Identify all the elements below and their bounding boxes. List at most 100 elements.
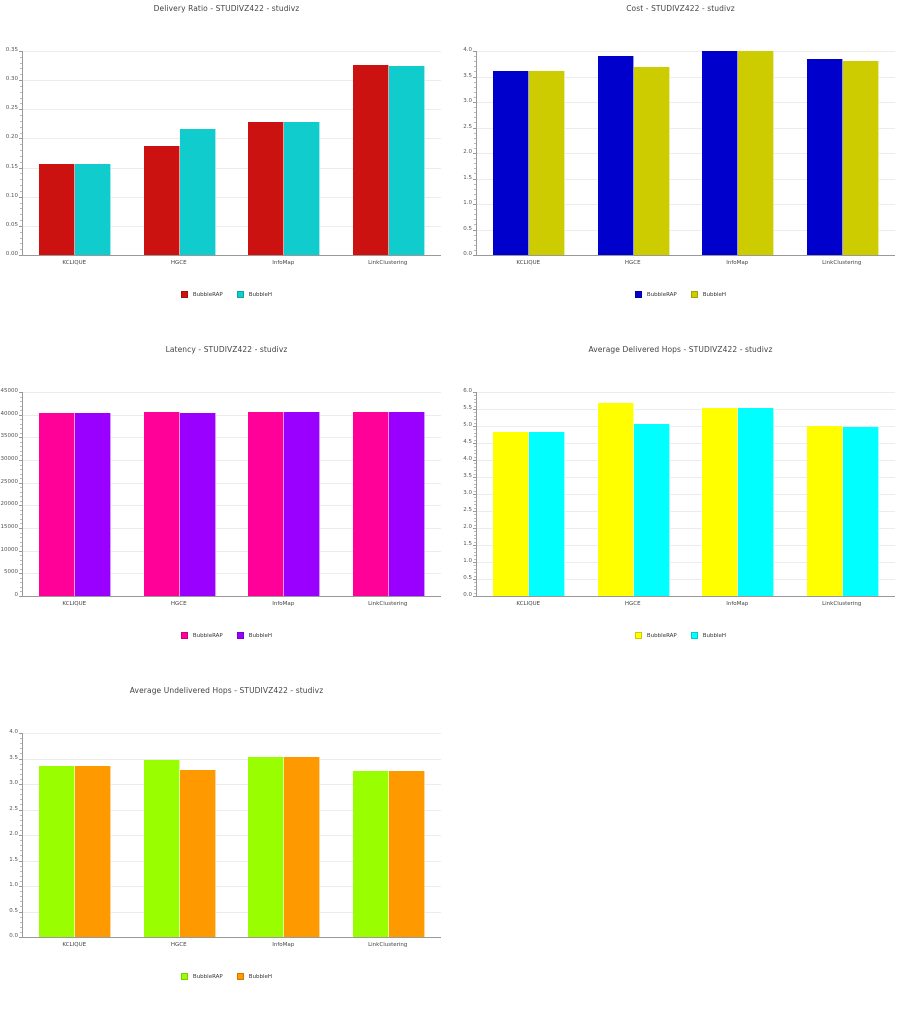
legend-label: BubbleH — [248, 632, 273, 639]
cost-chart: Cost - STUDIVZ422 - studivz 0.0 0.5 1.0 1.5 2… — [454, 0, 907, 341]
y-minor-tick — [474, 565, 476, 567]
x-tick-label: InfoMap — [272, 260, 295, 266]
y-minor-tick — [474, 470, 476, 472]
y-tick-mark — [19, 860, 22, 862]
y-tick-mark — [19, 414, 22, 416]
bar-bubblerap-linkclustering — [806, 59, 843, 255]
y-tick-mark — [19, 758, 22, 760]
y-minor-tick — [474, 466, 476, 468]
y-minor-tick — [20, 799, 22, 801]
gridline — [23, 505, 441, 507]
y-tick-label: 0.5 — [463, 225, 472, 232]
bar-bubbleh-linkclustering — [842, 427, 879, 596]
y-minor-tick — [20, 753, 22, 755]
y-minor-tick — [20, 441, 22, 443]
y-tick-label: 0.35 — [5, 47, 18, 53]
y-minor-tick — [20, 855, 22, 857]
y-tick-label: 35000 — [0, 433, 19, 440]
y-minor-tick — [474, 142, 476, 144]
y-minor-tick — [474, 456, 476, 458]
y-minor-tick — [474, 504, 476, 506]
gridline — [23, 911, 441, 913]
y-tick-mark — [19, 437, 22, 439]
legend-swatch-icon — [634, 291, 642, 298]
legend-swatch-icon — [180, 291, 188, 298]
legend: BubbleRAP BubbleH — [454, 632, 907, 641]
y-tick-label: 5.0 — [463, 422, 472, 428]
legend-swatch-icon — [236, 973, 244, 980]
y-minor-tick — [20, 202, 22, 204]
legend-swatch-icon — [236, 632, 244, 639]
y-minor-tick — [20, 778, 22, 780]
y-tick-label: 4.0 — [463, 456, 472, 462]
y-tick-mark — [19, 225, 22, 227]
latency-chart: Latency - STUDIVZ422 - studivz 0 5000 10000… — [0, 341, 453, 682]
y-minor-tick — [20, 150, 22, 152]
y-minor-tick — [20, 220, 22, 222]
y-minor-tick — [20, 208, 22, 210]
y-minor-tick — [20, 509, 22, 511]
gridline — [477, 511, 895, 512]
gridline — [23, 414, 441, 416]
y-minor-tick — [20, 541, 22, 543]
y-tick-mark — [473, 229, 476, 231]
bar-bubbleh-linkclustering — [388, 65, 425, 255]
y-minor-tick — [20, 829, 22, 831]
y-minor-tick — [474, 555, 476, 557]
y-minor-tick — [20, 496, 22, 498]
y-tick-label: 2.5 — [463, 123, 472, 130]
x-tick-label: KCLIQUE — [516, 601, 541, 607]
y-minor-tick — [474, 249, 476, 251]
legend-swatch-icon — [180, 632, 188, 639]
y-tick-label: 2.0 — [463, 149, 472, 155]
bar-bubblerap-linkclustering — [352, 770, 389, 937]
y-minor-tick — [474, 398, 476, 400]
y-minor-tick — [474, 71, 476, 73]
gridline — [477, 229, 895, 231]
y-minor-tick — [20, 428, 22, 430]
y-minor-tick — [20, 916, 22, 918]
y-tick-label: 0.10 — [5, 192, 18, 199]
bar-bubblerap-linkclustering — [352, 65, 389, 255]
y-minor-tick — [474, 473, 476, 475]
legend-label: BubbleRAP — [646, 632, 677, 639]
y-tick-mark — [19, 784, 22, 785]
chart-title: Latency - STUDIVZ422 - studivz — [165, 345, 288, 354]
y-minor-tick — [474, 585, 476, 587]
y-minor-tick — [20, 446, 22, 448]
y-minor-tick — [20, 161, 22, 163]
y-tick-label: 0.5 — [463, 575, 472, 581]
gridline — [477, 477, 895, 478]
chart-title: Delivery Ratio - STUDIVZ422 - studivz — [153, 4, 300, 13]
y-tick-label: 45000 — [0, 388, 19, 394]
y-minor-tick — [20, 568, 22, 570]
y-minor-tick — [474, 147, 476, 149]
y-tick-label: 5.5 — [463, 405, 472, 411]
y-minor-tick — [20, 56, 22, 58]
y-minor-tick — [20, 237, 22, 239]
y-minor-tick — [20, 514, 22, 516]
y-tick-mark — [19, 573, 22, 575]
bar-bubbleh-hgce — [179, 413, 216, 596]
y-tick-mark — [473, 511, 476, 512]
gridline — [23, 51, 441, 52]
y-tick-label: 3.5 — [463, 72, 472, 79]
y-tick-label: 1.5 — [9, 856, 18, 863]
y-tick-label: 25000 — [0, 478, 19, 485]
y-tick-mark — [19, 596, 22, 597]
gridline — [477, 409, 895, 410]
gridline — [477, 494, 895, 495]
y-tick-mark — [473, 460, 476, 461]
bar-bubbleh-linkclustering — [388, 411, 425, 596]
legend-item: BubbleRAP — [634, 291, 677, 298]
y-minor-tick — [20, 819, 22, 821]
legend-label: BubbleRAP — [646, 291, 677, 298]
y-minor-tick — [474, 534, 476, 536]
y-minor-tick — [474, 188, 476, 190]
y-tick-mark — [473, 494, 476, 495]
y-tick-label: 2.0 — [463, 524, 472, 530]
y-minor-tick — [474, 419, 476, 421]
gridline — [23, 392, 441, 393]
gridline — [477, 76, 895, 78]
y-tick-label: 0 — [14, 592, 19, 598]
